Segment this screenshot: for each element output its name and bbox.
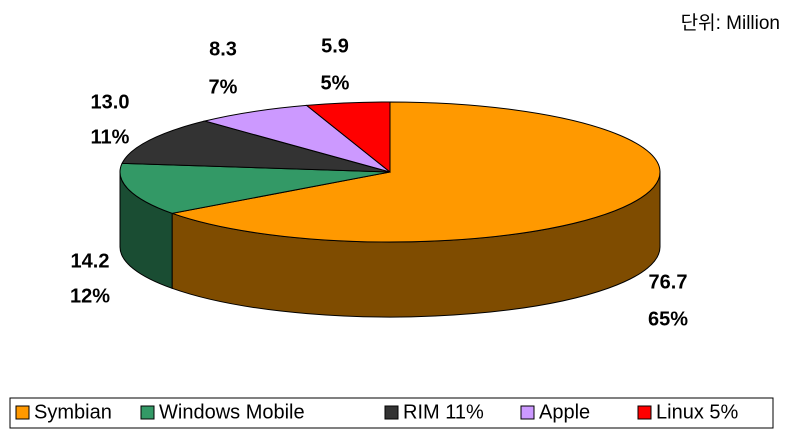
legend-label: RIM 11% [403,401,484,423]
legend-swatch [384,405,399,420]
percent-label: 7% [209,76,238,98]
percent-label: 11% [91,126,130,148]
legend-swatch [637,405,652,420]
legend-label: Windows Mobile [159,401,305,423]
value-label: 5.9 [321,35,349,57]
slice [305,101,391,174]
legend-swatch [140,405,155,420]
value-label: 14.2 [71,250,110,272]
legend-label: Apple [539,401,590,423]
percent-label: 65% [648,308,688,330]
unit-label: 단위: Million [681,12,780,34]
legend-label: Linux 5% [656,401,738,423]
value-label: 8.3 [209,38,237,60]
value-label: 13.0 [91,91,130,113]
slice [121,120,391,173]
value-label: 76.7 [649,271,688,293]
legend-swatch [520,405,535,420]
legend-swatch [15,405,30,420]
legend-label: Symbian [34,401,112,423]
slice [119,162,391,214]
percent-label: 12% [70,285,110,307]
slice [202,104,391,173]
percent-label: 5% [321,72,350,94]
slice [170,101,661,243]
